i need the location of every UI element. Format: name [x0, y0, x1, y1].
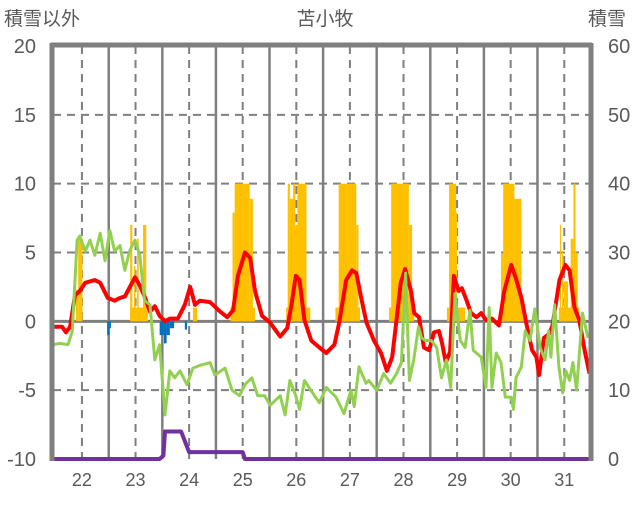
yellow-bar — [563, 281, 569, 322]
y-tick-label-left: 15 — [14, 105, 36, 127]
yellow-bar — [562, 251, 564, 322]
yellow-bar — [501, 253, 504, 322]
blue-bar — [184, 321, 187, 330]
yellow-bar — [232, 212, 235, 322]
yellow-bar — [503, 183, 515, 322]
yellow-bar — [133, 266, 136, 322]
blue-bar — [169, 321, 175, 329]
yellow-bar — [573, 183, 576, 322]
y-tick-label-right: 10 — [608, 380, 630, 402]
purple-line — [53, 429, 590, 461]
y-tick-label-left: -10 — [7, 449, 36, 471]
plot-frame — [49, 42, 594, 461]
y-tick-label-right: 60 — [608, 36, 630, 58]
yellow-bar — [289, 198, 294, 322]
blue-bar — [166, 321, 170, 336]
yellow-bar — [297, 183, 307, 322]
x-tick-label: 24 — [179, 470, 199, 490]
yellow-bar — [76, 289, 79, 322]
blue-bar — [163, 321, 167, 344]
x-tick-label: 23 — [126, 470, 146, 490]
yellow-bar — [408, 224, 413, 322]
blue-bar — [109, 321, 111, 329]
yellow-bar — [456, 212, 458, 322]
y-tick-label-right: 20 — [608, 311, 630, 333]
chart-title: 苫小牧 — [296, 8, 353, 30]
line-layer — [52, 229, 592, 461]
yellow-bar — [287, 183, 290, 322]
yellow-bar — [234, 183, 250, 322]
y-tick-label-right: 30 — [608, 243, 630, 265]
x-tick-label: 25 — [233, 470, 253, 490]
y-tick-label-left: 20 — [14, 36, 36, 58]
bar-layer — [76, 183, 580, 344]
yellow-bar — [514, 198, 522, 322]
x-tick-label: 31 — [554, 470, 574, 490]
green-line — [52, 229, 590, 417]
x-tick-label: 28 — [393, 470, 413, 490]
blue-bar — [159, 321, 164, 336]
y-tick-label-right: 40 — [608, 174, 630, 196]
blue-bar — [107, 321, 110, 336]
x-tick-label: 22 — [72, 470, 92, 490]
y-tick-label-right: 50 — [608, 105, 630, 127]
x-tick-label: 30 — [501, 470, 521, 490]
yellow-bar — [192, 307, 198, 322]
yellow-bar — [130, 224, 133, 322]
y-tick-label-left: 0 — [25, 311, 36, 333]
y-tick-label-left: -5 — [18, 380, 36, 402]
x-tick-label: 26 — [286, 470, 306, 490]
y-tick-label-right: 0 — [608, 449, 619, 471]
yellow-bar — [293, 183, 296, 322]
left-axis-title: 積雪以外 — [4, 8, 80, 30]
right-axis-title: 積雪 — [588, 8, 626, 30]
y-tick-label-left: 5 — [25, 243, 36, 265]
yellow-bar — [575, 252, 578, 322]
yellow-bar — [78, 238, 83, 322]
yellow-bar — [295, 224, 298, 322]
yellow-bar — [143, 224, 147, 322]
yellow-bar — [449, 183, 457, 322]
y-tick-label-left: 10 — [14, 174, 36, 196]
x-tick-label: 27 — [340, 470, 360, 490]
x-tick-label: 29 — [447, 470, 467, 490]
